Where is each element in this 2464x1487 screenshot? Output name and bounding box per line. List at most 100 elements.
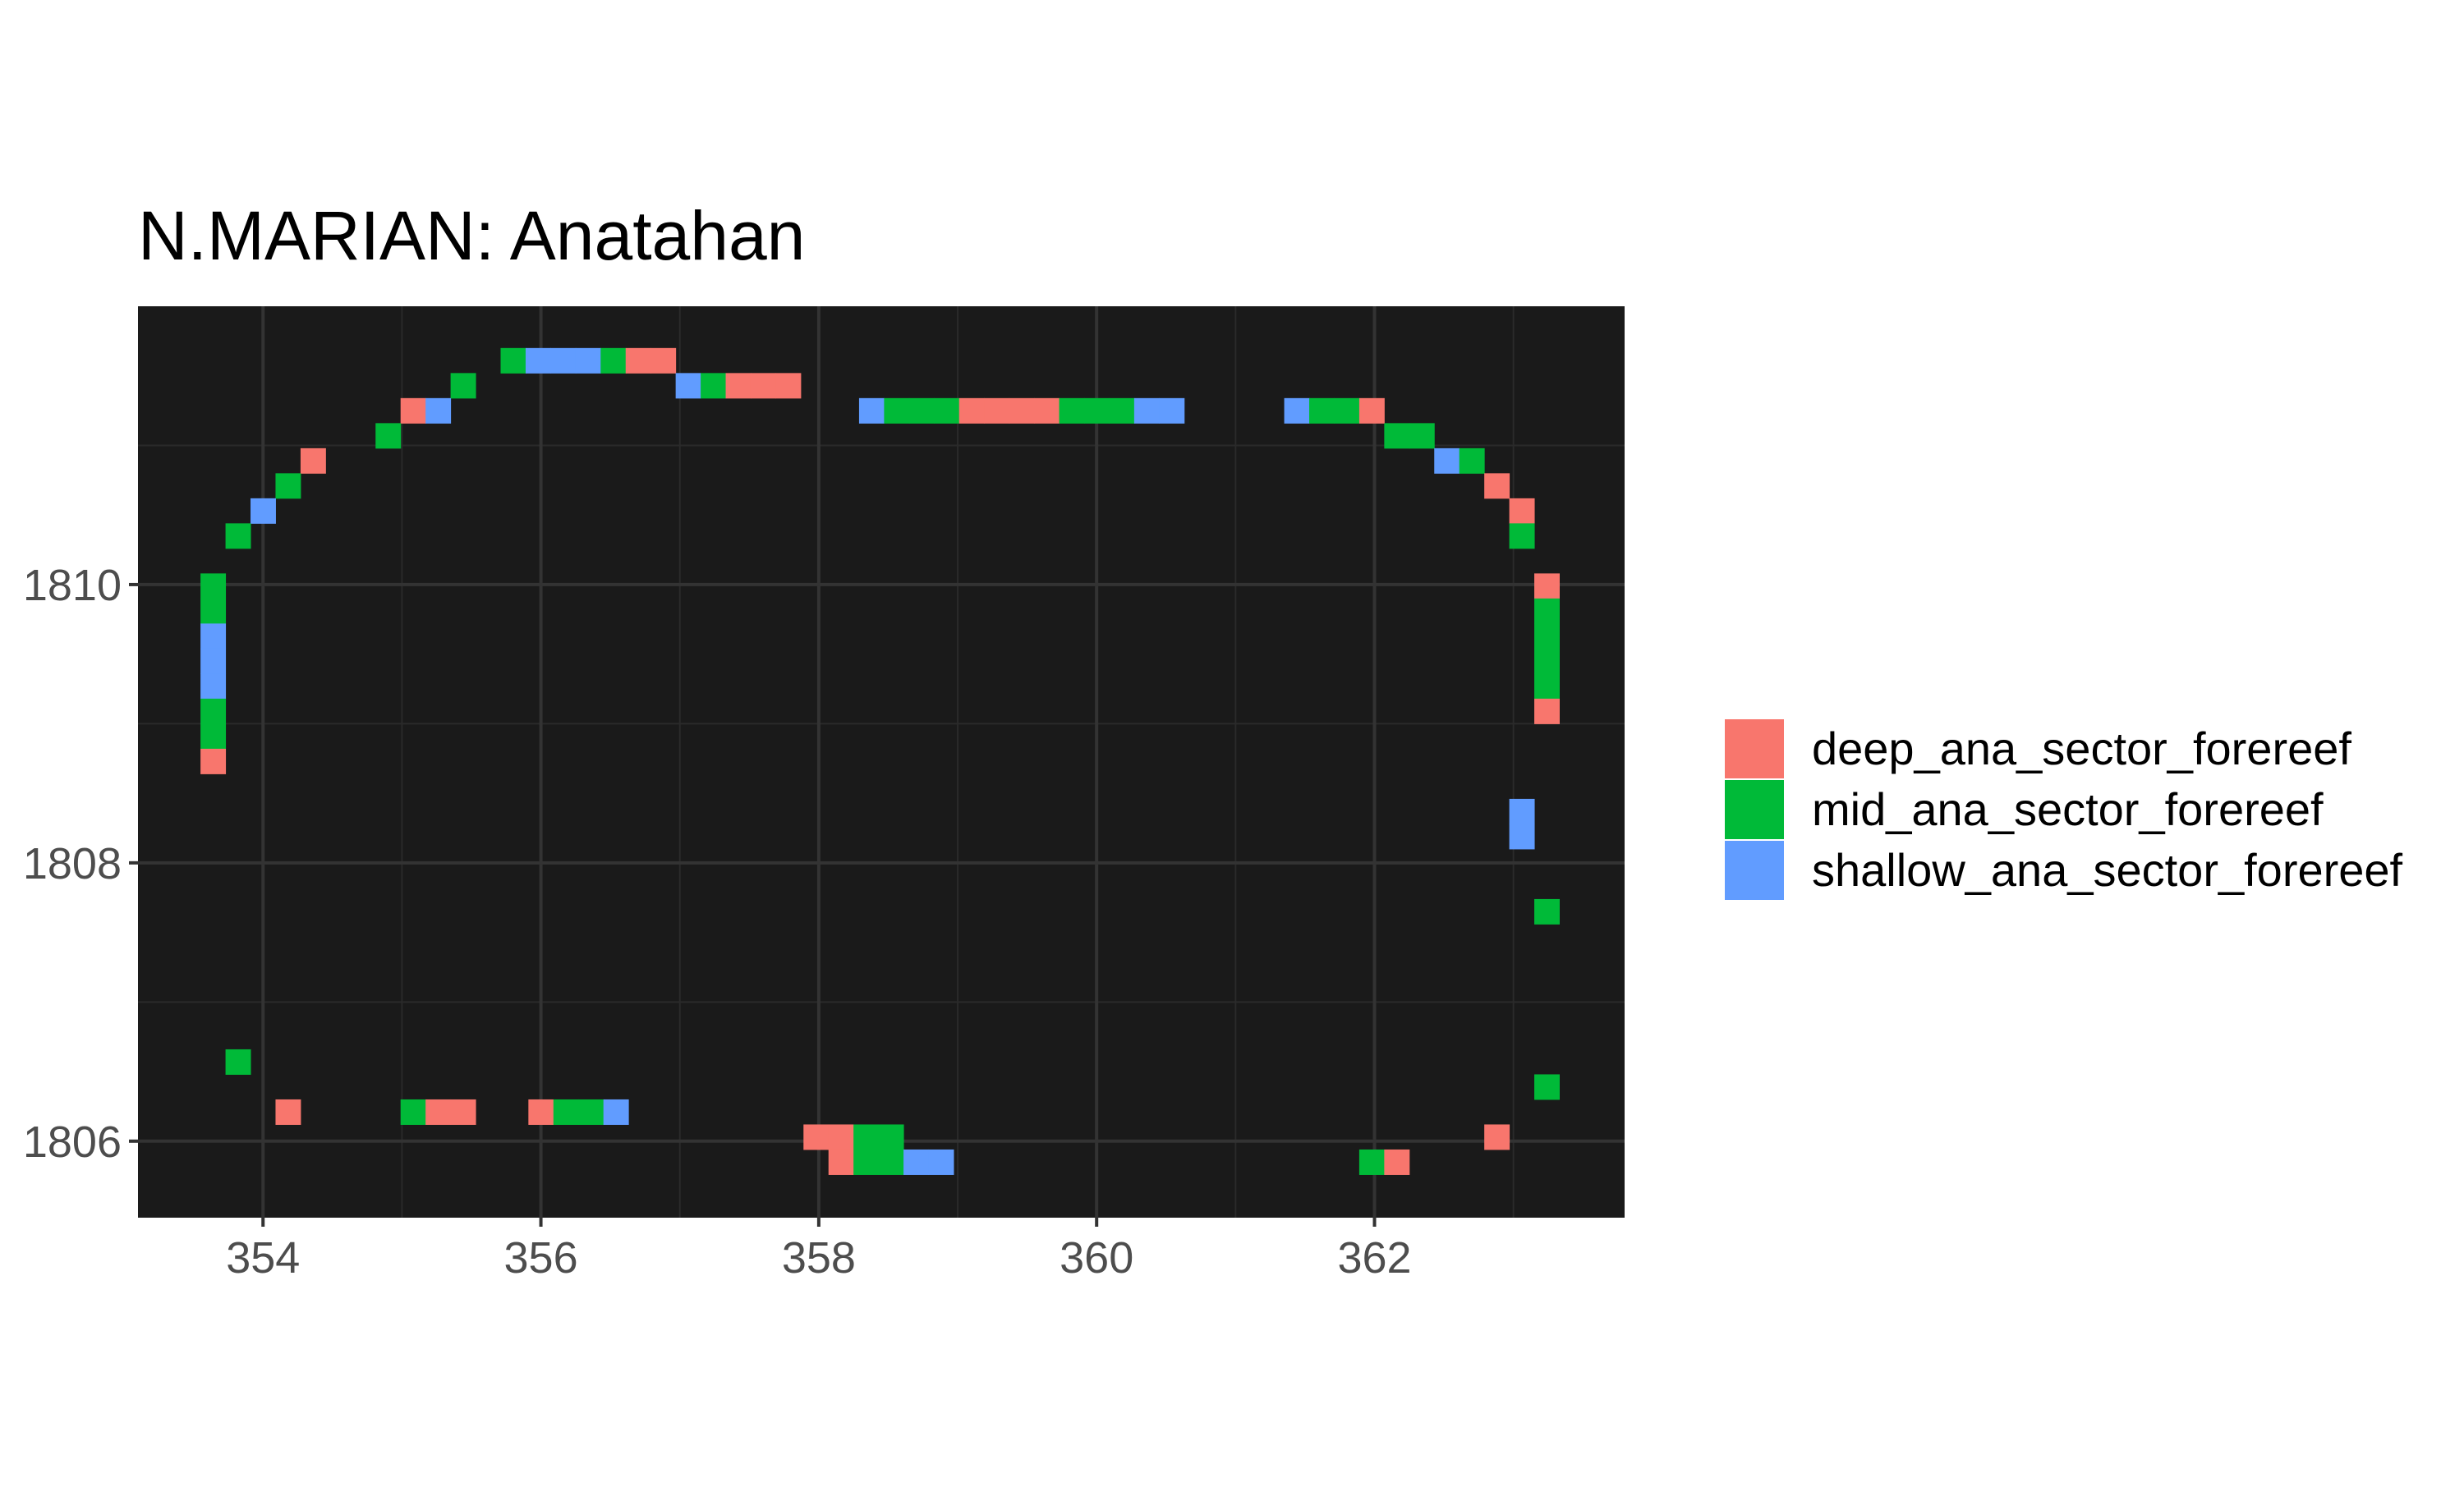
x-axis: 354 356 358 360 362 <box>226 1218 1412 1283</box>
heatmap-cell <box>725 373 752 399</box>
heatmap-cell <box>578 1099 605 1125</box>
heatmap-cell <box>1384 423 1410 449</box>
heatmap-cell <box>853 1149 880 1175</box>
heatmap-cell <box>500 347 526 374</box>
heatmap-cell <box>1534 648 1560 674</box>
heatmap-cell <box>603 1099 629 1125</box>
legend-label: shallow_ana_sector_forereef <box>1812 844 2403 896</box>
y-tick-label: 1806 <box>23 1118 122 1167</box>
heatmap-cell <box>525 347 551 374</box>
heatmap-cells <box>200 347 1560 1175</box>
heatmap-cell <box>884 397 910 424</box>
heatmap-cell <box>828 1124 854 1150</box>
heatmap-cell <box>1409 423 1435 449</box>
heatmap-cell <box>1384 1149 1410 1175</box>
heatmap-cell <box>1434 447 1460 474</box>
heatmap-cell <box>878 1149 904 1175</box>
heatmap-cell <box>225 1049 251 1075</box>
heatmap-cell <box>1534 1074 1560 1100</box>
heatmap-cell <box>1159 397 1185 424</box>
heatmap-cell <box>1534 598 1560 624</box>
x-tick-label: 354 <box>226 1233 300 1283</box>
heatmap-cell <box>1534 698 1560 724</box>
heatmap-cell <box>200 698 227 724</box>
heatmap-cell <box>1509 523 1535 549</box>
heatmap-cell <box>200 623 227 649</box>
heatmap-cell <box>1459 447 1485 474</box>
heatmap-cell <box>200 598 227 624</box>
heatmap-cell <box>600 347 627 374</box>
heatmap-cell <box>1509 498 1535 524</box>
y-tick-label: 1808 <box>23 839 122 888</box>
heatmap-cell <box>1358 397 1385 424</box>
heatmap-cell <box>958 397 985 424</box>
heatmap-cell <box>1284 397 1310 424</box>
legend-key <box>1725 719 1784 778</box>
legend-label: deep_ana_sector_forereef <box>1812 723 2351 774</box>
heatmap-cell <box>550 347 577 374</box>
heatmap-cell <box>858 397 885 424</box>
heatmap-cell <box>625 347 651 374</box>
heatmap-cell <box>200 748 227 774</box>
heatmap-cell <box>1509 798 1535 824</box>
heatmap-cell <box>1034 397 1060 424</box>
heatmap-cell <box>400 1099 426 1125</box>
x-tick-label: 358 <box>782 1233 856 1283</box>
heatmap-cell <box>400 397 426 424</box>
heatmap-cell <box>1534 673 1560 700</box>
heatmap-cell <box>1109 397 1135 424</box>
heatmap-cell <box>528 1099 554 1125</box>
heatmap-cell <box>425 397 452 424</box>
heatmap-cell <box>1534 573 1560 599</box>
heatmap-cell <box>853 1124 880 1150</box>
heatmap-cell <box>803 1124 830 1150</box>
heatmap-cell <box>553 1099 579 1125</box>
heatmap-cell <box>908 397 935 424</box>
heatmap-cell <box>575 347 601 374</box>
heatmap-cell <box>1083 397 1110 424</box>
heatmap-cell <box>1534 623 1560 649</box>
heatmap-cell <box>275 473 301 499</box>
heatmap-cell <box>275 1099 301 1125</box>
heatmap-cell <box>701 373 727 399</box>
heatmap-cell <box>675 373 701 399</box>
heatmap-cell <box>375 423 402 449</box>
x-tick-label: 360 <box>1060 1233 1133 1283</box>
heatmap-cell <box>1484 473 1510 499</box>
heatmap-cell <box>1059 397 1085 424</box>
heatmap-cell <box>903 1149 930 1175</box>
legend-key <box>1725 841 1784 900</box>
legend-label: mid_ana_sector_forereef <box>1812 783 2324 835</box>
heatmap-cell <box>200 673 227 700</box>
heatmap-cell <box>200 573 227 599</box>
heatmap-cell <box>1133 397 1160 424</box>
heatmap-cell <box>450 373 476 399</box>
heatmap-cell <box>775 373 802 399</box>
y-tick-label: 1810 <box>23 561 122 610</box>
chart-title: N.MARIAN: Anatahan <box>138 197 805 274</box>
heatmap-cell <box>200 723 227 750</box>
heatmap-cell <box>1509 824 1535 850</box>
y-axis: 1806 1808 1810 <box>23 561 138 1167</box>
heatmap-cell <box>750 373 776 399</box>
heatmap-cell <box>450 1099 476 1125</box>
x-tick-label: 362 <box>1337 1233 1411 1283</box>
heatmap-cell <box>225 523 251 549</box>
heatmap-cell <box>251 498 276 524</box>
x-tick-label: 356 <box>504 1233 578 1283</box>
heatmap-cell <box>1009 397 1035 424</box>
heatmap-cell <box>1334 397 1360 424</box>
heatmap-cell <box>425 1099 452 1125</box>
legend: deep_ana_sector_forereef mid_ana_sector_f… <box>1725 719 2403 900</box>
heatmap-cell <box>1309 397 1335 424</box>
heatmap-cell <box>878 1124 904 1150</box>
heatmap-cell <box>934 397 960 424</box>
heatmap-cell <box>650 347 677 374</box>
heatmap-cell <box>1534 898 1560 925</box>
heatmap-cell <box>928 1149 954 1175</box>
heatmap-cell <box>984 397 1010 424</box>
legend-key <box>1725 780 1784 839</box>
heatmap-cell <box>200 648 227 674</box>
plot-panel <box>138 306 1625 1218</box>
